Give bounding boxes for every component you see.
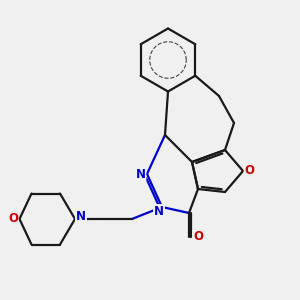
Text: O: O [244, 164, 255, 178]
Text: N: N [154, 205, 164, 218]
Text: O: O [8, 212, 18, 226]
Text: O: O [193, 230, 203, 244]
Text: N: N [135, 167, 146, 181]
Text: N: N [76, 209, 86, 223]
